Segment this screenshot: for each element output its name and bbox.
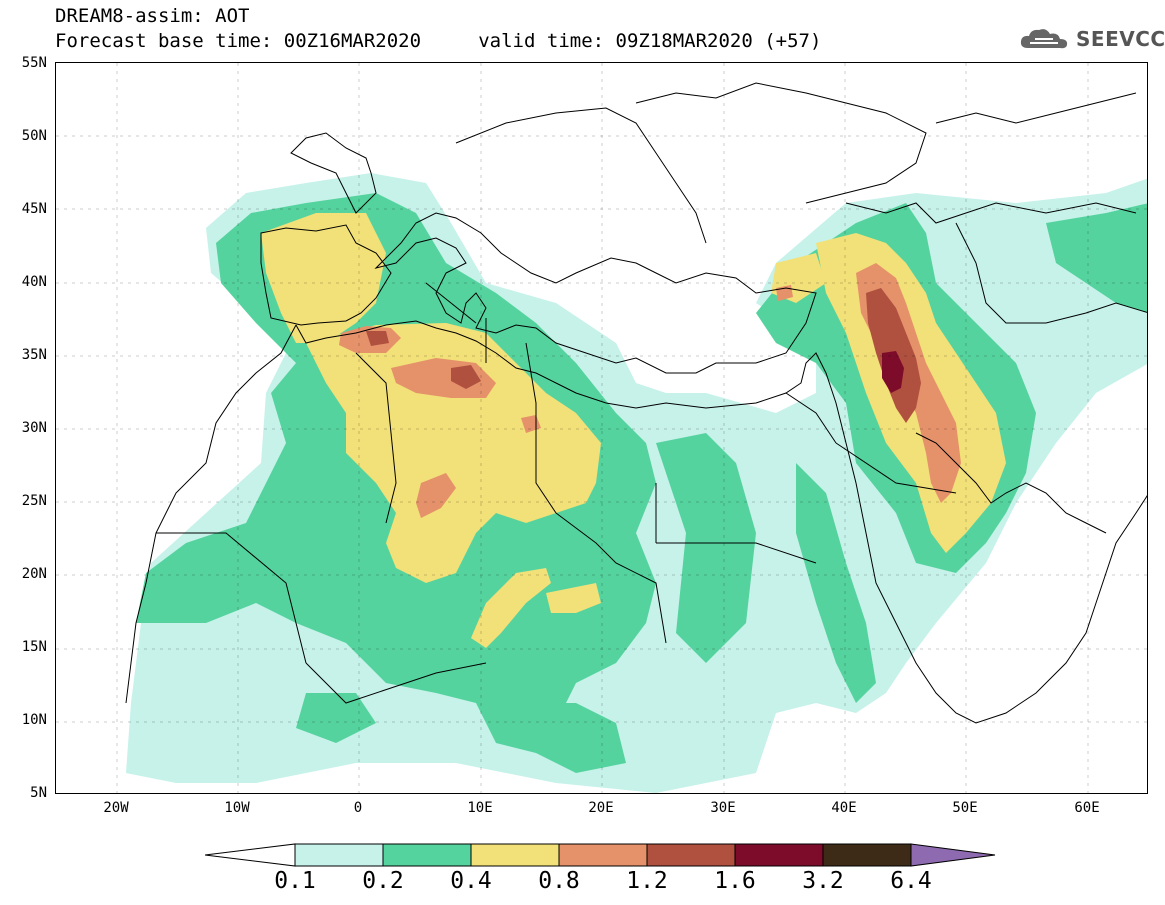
lat-label: 25N [21, 493, 47, 509]
colorbar-swatch-0.2 [382, 843, 472, 867]
lat-label: 20N [21, 566, 47, 582]
colorbar-swatch-0.4 [470, 843, 560, 867]
colorbar-swatch-3.2 [822, 843, 912, 867]
lat-label: 50N [21, 128, 47, 144]
lat-label: 10N [21, 712, 47, 728]
seevccc-logo: SEEVCCC [1018, 26, 1165, 52]
logo-text: SEEVCCC [1076, 27, 1165, 51]
lon-label: 10E [467, 800, 493, 816]
forecast-time-subtitle: Forecast base time: 00Z16MAR2020 valid t… [55, 30, 822, 52]
colorbar-label: 0.8 [538, 868, 580, 894]
chart-title: DREAM8-assim: AOT [55, 5, 250, 27]
lon-label: 20E [588, 800, 614, 816]
graticule [56, 63, 1147, 793]
cloud-icon [1020, 29, 1068, 49]
colorbar-label: 6.4 [890, 868, 932, 894]
lon-label: 0 [353, 800, 363, 816]
lon-label: 40E [831, 800, 857, 816]
lat-label: 30N [21, 420, 47, 436]
lon-label: 50E [952, 800, 978, 816]
colorbar-swatch-1.6 [734, 843, 824, 867]
lat-label: 40N [21, 274, 47, 290]
lat-label: 5N [30, 785, 47, 801]
aot-contour-1.6 [882, 351, 904, 393]
lon-label: 60E [1074, 800, 1100, 816]
lat-label: 15N [21, 639, 47, 655]
aot-map [56, 63, 1147, 793]
colorbar-label: 0.2 [362, 868, 404, 894]
coastlines-and-borders [125, 82, 1147, 724]
colorbar-swatch-1.2 [646, 843, 736, 867]
colorbar-label: 1.2 [626, 868, 668, 894]
lat-label: 35N [21, 347, 47, 363]
lon-label: 20W [103, 800, 129, 816]
colorbar-swatch-0.8 [558, 843, 648, 867]
colorbar [205, 843, 996, 867]
map-area [55, 62, 1148, 794]
colorbar-over-triangle [910, 843, 996, 867]
lon-label: 10W [224, 800, 250, 816]
lat-label: 55N [21, 55, 47, 71]
lat-label: 45N [21, 201, 47, 217]
colorbar-label: 0.4 [450, 868, 492, 894]
colorbar-under-triangle [205, 843, 296, 867]
lon-label: 30E [710, 800, 736, 816]
colorbar-label: 3.2 [802, 868, 844, 894]
colorbar-label: 0.1 [274, 868, 316, 894]
colorbar-label: 1.6 [714, 868, 756, 894]
colorbar-swatch-0.1 [294, 843, 384, 867]
